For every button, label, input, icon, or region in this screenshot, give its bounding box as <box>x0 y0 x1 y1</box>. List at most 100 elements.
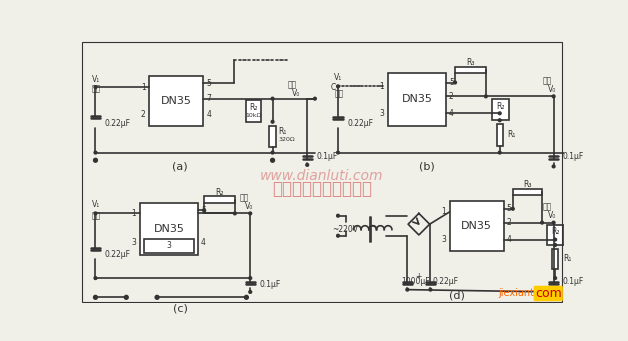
Bar <box>547 225 564 245</box>
Bar <box>149 76 203 125</box>
Circle shape <box>499 119 501 122</box>
Circle shape <box>406 288 409 291</box>
Circle shape <box>94 295 97 299</box>
Bar <box>492 99 509 120</box>
Text: DN35: DN35 <box>161 95 192 106</box>
Text: V₁: V₁ <box>92 200 100 209</box>
Bar <box>140 203 198 255</box>
Circle shape <box>552 291 555 293</box>
Circle shape <box>554 243 556 246</box>
Circle shape <box>203 209 205 212</box>
Text: 1000μF: 1000μF <box>401 278 430 286</box>
Text: R₂: R₂ <box>496 102 505 111</box>
Circle shape <box>541 221 543 224</box>
Circle shape <box>337 151 339 154</box>
Text: 2: 2 <box>141 109 146 119</box>
Text: (a): (a) <box>172 161 188 172</box>
Text: 1: 1 <box>441 207 446 216</box>
Text: 0.1μF: 0.1μF <box>259 280 281 289</box>
Text: 4: 4 <box>449 109 454 118</box>
Text: R₂: R₂ <box>551 227 560 236</box>
Text: V₀: V₀ <box>292 89 300 98</box>
Circle shape <box>313 97 317 100</box>
Circle shape <box>271 151 274 154</box>
Text: 5: 5 <box>201 206 206 215</box>
Text: 1: 1 <box>379 82 384 91</box>
Text: (b): (b) <box>419 161 435 172</box>
Circle shape <box>94 86 97 89</box>
Text: 10kΩ: 10kΩ <box>245 113 261 118</box>
Bar <box>144 239 194 253</box>
Circle shape <box>124 295 128 299</box>
Text: DN35: DN35 <box>154 224 185 234</box>
Bar <box>455 67 486 73</box>
Text: (d): (d) <box>450 290 465 300</box>
Text: R₁: R₁ <box>563 254 571 263</box>
Text: 4: 4 <box>507 235 512 244</box>
Circle shape <box>453 81 457 84</box>
Text: V₀: V₀ <box>548 85 556 94</box>
Text: +: + <box>416 272 422 281</box>
Circle shape <box>554 277 556 280</box>
Circle shape <box>249 212 252 215</box>
Bar <box>269 125 276 147</box>
Text: 输入: 输入 <box>92 84 101 93</box>
Circle shape <box>552 165 555 168</box>
Circle shape <box>94 212 97 215</box>
Text: DN35: DN35 <box>401 94 433 104</box>
Bar <box>388 73 446 125</box>
Text: 输入: 输入 <box>334 90 344 99</box>
Text: (c): (c) <box>173 304 188 314</box>
Text: 320Ω: 320Ω <box>279 137 295 142</box>
Bar <box>204 196 235 203</box>
Bar <box>552 249 558 269</box>
Circle shape <box>337 214 339 217</box>
Text: R₂: R₂ <box>249 103 257 112</box>
Bar <box>497 124 503 146</box>
Text: DN35: DN35 <box>461 221 492 231</box>
Text: 1: 1 <box>131 209 136 218</box>
Text: 输出: 输出 <box>239 193 249 203</box>
Circle shape <box>155 295 159 299</box>
Bar <box>450 201 504 251</box>
Text: 输入: 输入 <box>92 211 101 220</box>
Text: 3: 3 <box>379 109 384 118</box>
Text: 3: 3 <box>441 235 446 244</box>
Circle shape <box>511 207 514 210</box>
Circle shape <box>249 291 252 293</box>
Text: 1: 1 <box>141 83 146 92</box>
Text: 0.22μF: 0.22μF <box>105 119 131 128</box>
Text: 7: 7 <box>207 94 211 103</box>
Text: 4: 4 <box>207 109 211 119</box>
Circle shape <box>337 234 339 237</box>
Circle shape <box>249 277 252 280</box>
Text: 输出: 输出 <box>543 76 552 86</box>
Text: R₂: R₂ <box>215 188 224 197</box>
Text: 输出: 输出 <box>288 80 297 89</box>
Circle shape <box>484 95 487 98</box>
Circle shape <box>271 158 274 162</box>
Text: 杭州将睿科技有限公司: 杭州将睿科技有限公司 <box>272 180 372 198</box>
Text: 5: 5 <box>507 204 512 213</box>
Circle shape <box>94 277 97 280</box>
Bar <box>513 189 542 195</box>
Circle shape <box>554 238 556 241</box>
Text: 输出: 输出 <box>543 203 552 212</box>
Text: 5: 5 <box>449 78 454 87</box>
Text: jiexiantu: jiexiantu <box>498 288 540 298</box>
Text: 0.1μF: 0.1μF <box>563 152 584 161</box>
Bar <box>246 100 261 122</box>
Text: 5: 5 <box>207 79 211 88</box>
Text: V₀: V₀ <box>244 202 253 211</box>
Text: R₃: R₃ <box>523 180 532 189</box>
Circle shape <box>552 221 555 224</box>
Circle shape <box>429 288 432 291</box>
Circle shape <box>244 295 248 299</box>
Circle shape <box>94 158 97 162</box>
Text: R₃: R₃ <box>466 58 475 67</box>
Text: 0.1μF: 0.1μF <box>563 278 584 286</box>
Circle shape <box>271 120 274 123</box>
Circle shape <box>271 97 274 100</box>
Text: R₁: R₁ <box>507 130 516 139</box>
Circle shape <box>499 112 501 115</box>
